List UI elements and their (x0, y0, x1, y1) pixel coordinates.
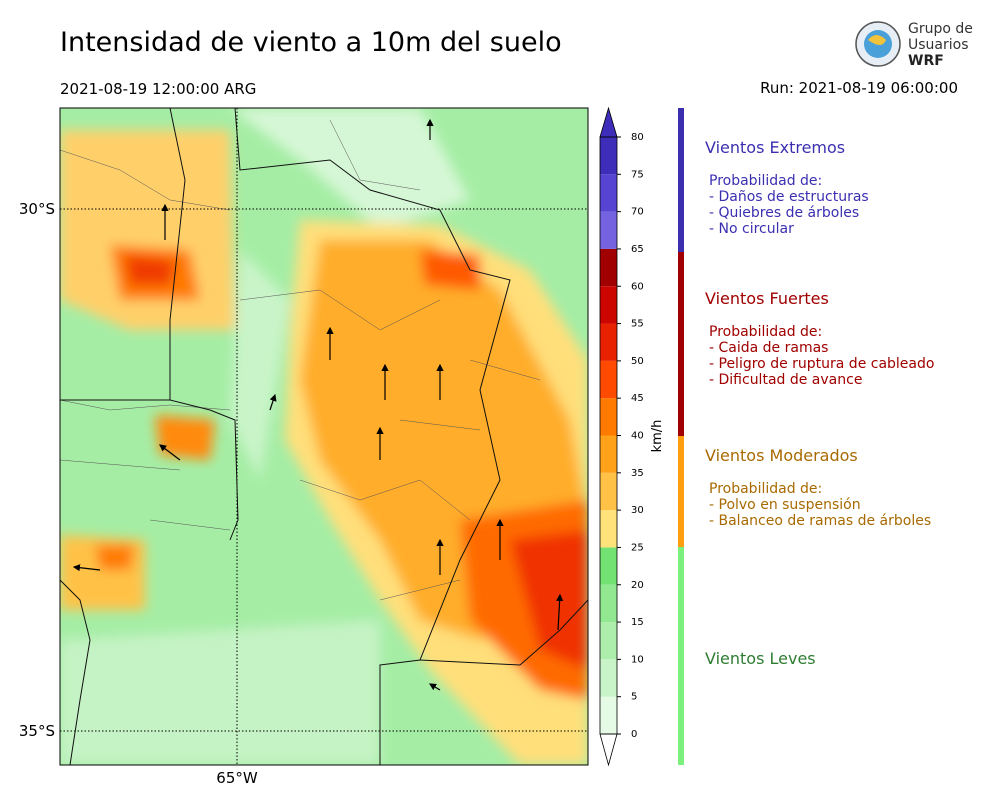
map-frame (59, 107, 589, 766)
title: Intensidad de viento a 10m del suelo (60, 27, 562, 58)
colorbar-segment (600, 547, 617, 585)
lat-label: 35°S (19, 722, 55, 740)
map (60, 108, 588, 765)
legend-title: Vientos Fuertes (705, 289, 829, 308)
colorbar-tick-label: 50 (631, 356, 644, 367)
colorbar-segment (600, 211, 617, 249)
logo-text: Usuarios (908, 37, 969, 53)
logo-text: Grupo de (908, 21, 973, 37)
legend-title: Vientos Extremos (705, 138, 845, 157)
legend-line: - No circular (709, 221, 794, 237)
colorbar-tick-label: 45 (631, 393, 644, 404)
colorbar-segment (600, 510, 617, 548)
colorbar-segment (600, 696, 617, 734)
logo-text: WRF (908, 53, 944, 69)
colorbar-tick-label: 0 (631, 729, 637, 740)
colorbar-segment (600, 248, 617, 287)
colorbar-segment (600, 360, 617, 399)
colorbar-tick-label: 70 (631, 207, 644, 218)
logo: Grupo de Usuarios WRF (855, 21, 973, 69)
colorbar-tick-label: 5 (631, 692, 637, 703)
run-time: Run: 2021-08-19 06:00:00 (760, 79, 958, 97)
legend-line: Probabilidad de: (709, 324, 822, 340)
legend-line: - Dificultad de avance (709, 372, 862, 388)
colorbar-tick-label: 65 (631, 244, 644, 255)
colorbar-segment (600, 398, 617, 436)
legend-line: Probabilidad de: (709, 481, 822, 497)
legend-bar (678, 252, 684, 436)
legend-bar (678, 436, 684, 547)
colorbar-tick-label: 30 (631, 505, 644, 516)
legend-line: - Quiebres de árboles (709, 205, 859, 221)
lon-label: 65°W (216, 769, 258, 787)
legend-title: Vientos Leves (705, 649, 816, 668)
colorbar-segment (600, 137, 617, 175)
colorbar-tick-label: 60 (631, 281, 644, 292)
legend-title: Vientos Moderados (705, 446, 858, 465)
legend-line: - Balanceo de ramas de árboles (709, 513, 931, 529)
colorbar-tick-label: 15 (631, 617, 644, 628)
legend-line: - Polvo en suspensión (709, 497, 861, 513)
legend-line: Probabilidad de: (709, 173, 822, 189)
valid-time: 2021-08-19 12:00:00 ARG (60, 80, 256, 98)
colorbar-tick-label: 35 (631, 468, 644, 479)
colorbar-label: km/h (650, 420, 665, 453)
colorbar-extend-under (599, 733, 618, 767)
colorbar-segment (600, 472, 617, 511)
colorbar-segment (600, 622, 617, 660)
legend-line: - Caida de ramas (709, 340, 828, 356)
colorbar-extend-over (599, 106, 618, 138)
colorbar-tick-label: 10 (631, 654, 644, 665)
colorbar-tick-label: 40 (631, 431, 644, 442)
colorbar-segment (600, 659, 617, 697)
colorbar-segment (600, 435, 617, 473)
colorbar-segment (600, 584, 617, 623)
colorbar-segment (600, 323, 617, 361)
colorbar-segment (600, 174, 617, 212)
colorbar-tick-label: 55 (631, 319, 644, 330)
legend-bar (678, 547, 684, 765)
colorbar-tick-label: 20 (631, 580, 644, 591)
colorbar-tick-label: 75 (631, 169, 644, 180)
colorbar: 0 5 10 15 20 25 30 35 40 45 50 55 60 65 70 75 80 (599, 106, 644, 767)
legend-line: - Peligro de ruptura de cableado (709, 356, 934, 372)
colorbar-tick-label: 80 (631, 132, 644, 143)
colorbar-segment (600, 286, 617, 324)
legend-line: - Daños de estructuras (709, 189, 869, 205)
lat-label: 30°S (19, 200, 55, 218)
colorbar-tick-label: 25 (631, 542, 644, 553)
legend-bar (678, 108, 684, 252)
